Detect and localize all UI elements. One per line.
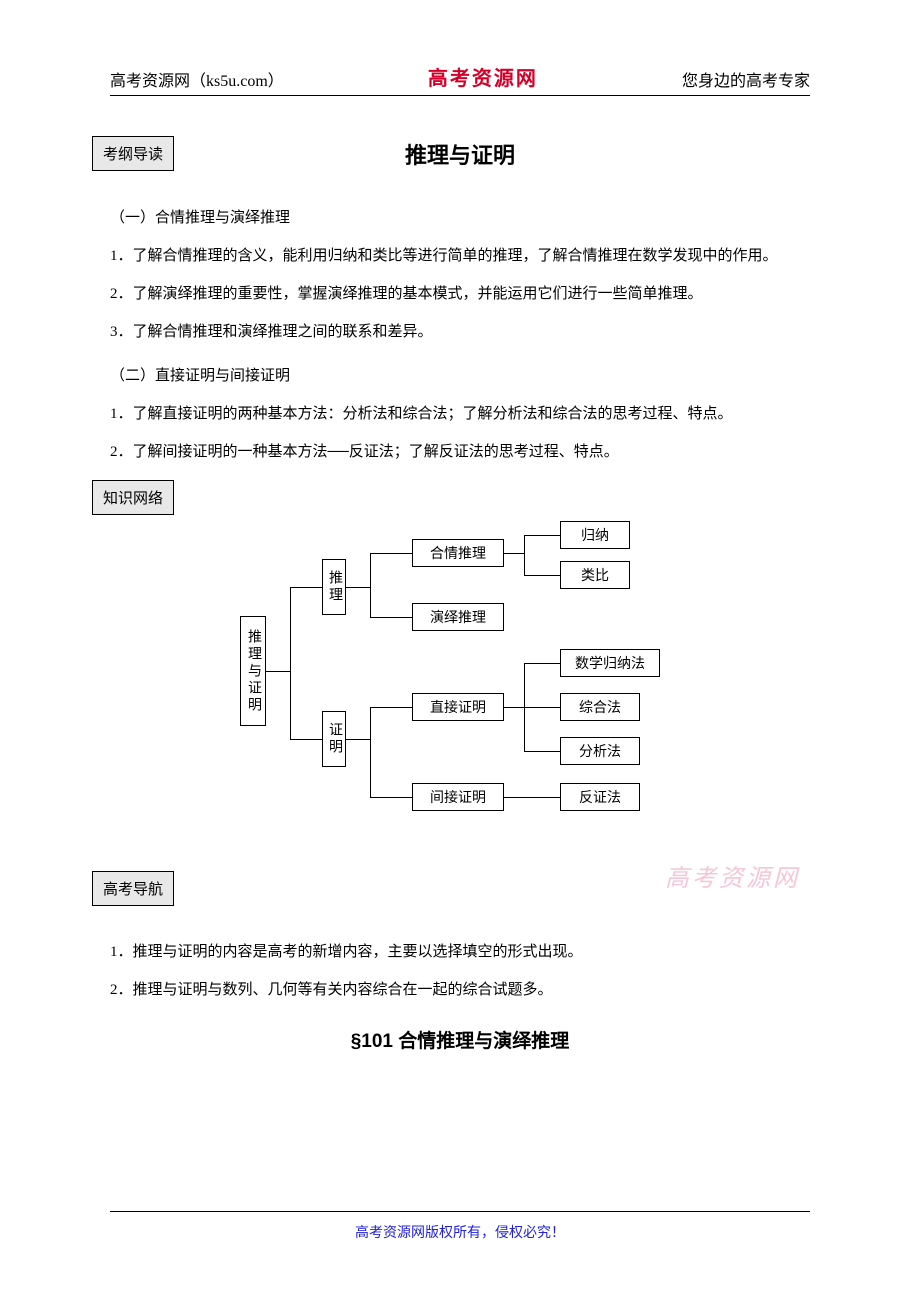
conn [524,535,525,575]
node-l1: 归纳 [560,521,630,549]
title-row: 考纲导读 推理与证明 [110,136,810,170]
conn [524,535,560,536]
conn [524,707,560,708]
node-l3: 数学归纳法 [560,649,660,677]
conn [504,553,524,554]
node-n3: 直接证明 [412,693,504,721]
tag-network: 知识网络 [92,480,174,515]
node-l5: 分析法 [560,737,640,765]
conn [290,587,291,739]
para-3-1: 1．推理与证明的内容是高考的新增内容，主要以选择填空的形式出现。 [110,934,810,970]
node-n1: 合情推理 [412,539,504,567]
conn [524,575,560,576]
conn [370,553,371,617]
conn [524,751,560,752]
node-b1: 推理 [322,559,346,615]
conn [370,707,412,708]
syllabus-body: （一）合情推理与演绎推理 1．了解合情推理的含义，能利用归纳和类比等进行简单的推… [110,200,810,470]
tag-guide: 高考导航 [92,871,174,906]
para-1-3: 3．了解合情推理和演绎推理之间的联系和差异。 [110,314,810,350]
conn [290,587,322,588]
para-3-2: 2．推理与证明与数列、几何等有关内容综合在一起的综合试题多。 [110,972,810,1008]
conn [370,797,412,798]
node-n4: 间接证明 [412,783,504,811]
sub-heading-2: （二）直接证明与间接证明 [110,358,810,394]
node-l6: 反证法 [560,783,640,811]
node-root: 推理与证明 [240,616,266,726]
node-n2: 演绎推理 [412,603,504,631]
conn [370,707,371,797]
conn [370,617,412,618]
node-l4: 综合法 [560,693,640,721]
knowledge-diagram: 推理与证明 推理 证明 合情推理 演绎推理 直接证明 间接证明 归纳 类比 数学… [240,521,800,831]
node-l2: 类比 [560,561,630,589]
tag-syllabus: 考纲导读 [92,136,174,171]
header-center: 高考资源网 [428,62,538,91]
footer-text: 高考资源网版权所有，侵权必究！ [355,1226,565,1241]
conn [370,553,412,554]
conn [346,739,370,740]
header-right: 您身边的高考专家 [682,67,810,91]
para-1-1: 1．了解合情推理的含义，能利用归纳和类比等进行简单的推理，了解合情推理在数学发现… [110,238,810,274]
page-footer: 高考资源网版权所有，侵权必究！ [110,1211,810,1242]
main-title: 推理与证明 [110,136,810,170]
page-header: 高考资源网（ks5u.com） 高考资源网 您身边的高考专家 [110,62,810,96]
header-left: 高考资源网（ks5u.com） [110,67,284,91]
conn [504,797,560,798]
guide-body: 1．推理与证明的内容是高考的新增内容，主要以选择填空的形式出现。 2．推理与证明… [110,934,810,1008]
conn [504,707,524,708]
para-2-2: 2．了解间接证明的一种基本方法──反证法；了解反证法的思考过程、特点。 [110,434,810,470]
conn [524,663,560,664]
conn [346,587,370,588]
subsection-title: §101 合情推理与演绎推理 [110,1026,810,1053]
conn [290,739,322,740]
conn [266,671,290,672]
sub-heading-1: （一）合情推理与演绎推理 [110,200,810,236]
para-2-1: 1．了解直接证明的两种基本方法：分析法和综合法；了解分析法和综合法的思考过程、特… [110,396,810,432]
watermark: 高考资源网 [665,858,800,893]
para-1-2: 2．了解演绎推理的重要性，掌握演绎推理的基本模式，并能运用它们进行一些简单推理。 [110,276,810,312]
node-b2: 证明 [322,711,346,767]
